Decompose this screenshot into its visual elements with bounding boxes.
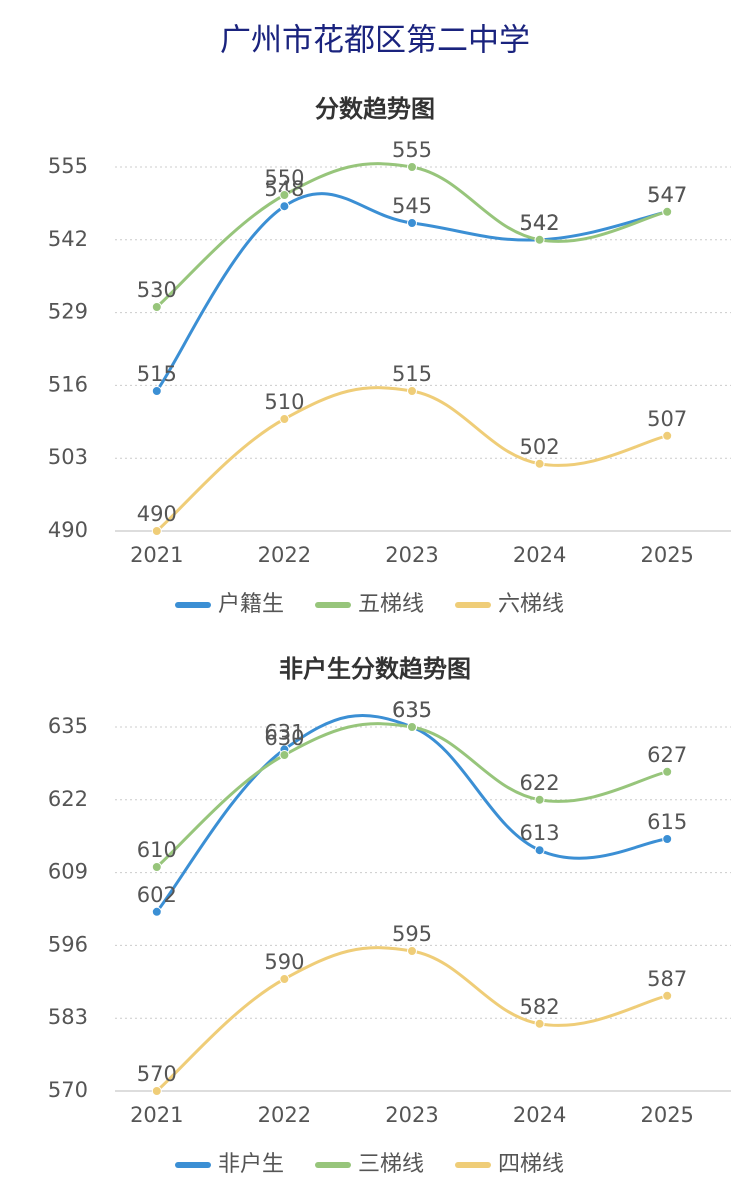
point bbox=[534, 845, 545, 856]
value-label: 622 bbox=[520, 771, 560, 795]
point bbox=[151, 1086, 162, 1096]
point bbox=[662, 990, 673, 1001]
x-tick-label: 2023 bbox=[385, 543, 438, 567]
y-tick-label: 635 bbox=[48, 714, 88, 738]
chart-title: 分数趋势图 bbox=[315, 95, 435, 123]
value-label: 635 bbox=[392, 698, 432, 722]
value-label: 515 bbox=[137, 362, 177, 386]
point bbox=[407, 162, 417, 172]
point bbox=[279, 974, 290, 984]
x-tick-label: 2022 bbox=[258, 543, 311, 567]
value-label: 542 bbox=[520, 211, 560, 235]
point bbox=[534, 1018, 545, 1029]
point bbox=[407, 722, 417, 732]
value-label: 610 bbox=[137, 838, 177, 862]
value-label: 630 bbox=[264, 726, 304, 750]
y-tick-label: 583 bbox=[48, 1005, 88, 1029]
point bbox=[662, 766, 673, 777]
point bbox=[279, 190, 290, 200]
value-label: 615 bbox=[647, 810, 687, 834]
x-tick-label: 2025 bbox=[640, 543, 693, 567]
x-tick-label: 2021 bbox=[130, 543, 183, 567]
y-tick-label: 555 bbox=[48, 154, 88, 178]
point bbox=[151, 906, 162, 917]
point bbox=[407, 386, 417, 396]
value-label: 530 bbox=[137, 278, 177, 302]
y-tick-label: 570 bbox=[48, 1078, 88, 1102]
x-tick-label: 2024 bbox=[513, 1103, 566, 1127]
y-tick-label: 542 bbox=[48, 227, 88, 251]
point bbox=[662, 430, 673, 441]
legend-label: 五梯线 bbox=[358, 592, 424, 617]
x-tick-label: 2021 bbox=[130, 1103, 183, 1127]
y-tick-label: 516 bbox=[48, 372, 88, 396]
value-label: 587 bbox=[647, 967, 687, 991]
y-tick-label: 609 bbox=[48, 860, 88, 884]
value-label: 590 bbox=[264, 950, 304, 974]
point bbox=[279, 414, 290, 424]
legend-label: 非户生 bbox=[218, 1152, 284, 1177]
y-tick-label: 622 bbox=[48, 787, 88, 811]
point bbox=[407, 218, 417, 228]
point bbox=[279, 750, 290, 760]
x-tick-label: 2023 bbox=[385, 1103, 438, 1127]
value-label: 570 bbox=[137, 1062, 177, 1086]
value-label: 507 bbox=[647, 407, 687, 431]
value-label: 555 bbox=[392, 138, 432, 162]
value-label: 613 bbox=[520, 821, 560, 845]
value-label: 595 bbox=[392, 922, 432, 946]
value-label: 510 bbox=[264, 390, 304, 414]
value-label: 547 bbox=[647, 183, 687, 207]
line bbox=[155, 713, 668, 913]
legend-label: 三梯线 bbox=[358, 1152, 424, 1177]
value-label: 550 bbox=[264, 166, 304, 190]
page-title: 广州市花都区第二中学 bbox=[220, 23, 530, 59]
value-label: 547 bbox=[647, 183, 687, 207]
point bbox=[662, 834, 673, 844]
y-tick-label: 490 bbox=[48, 518, 88, 542]
point bbox=[534, 458, 545, 469]
value-label: 490 bbox=[137, 502, 177, 526]
y-tick-label: 596 bbox=[48, 932, 88, 956]
value-label: 542 bbox=[520, 211, 560, 235]
point bbox=[534, 794, 545, 805]
x-tick-label: 2022 bbox=[258, 1103, 311, 1127]
point bbox=[151, 302, 162, 312]
value-label: 545 bbox=[392, 194, 432, 218]
point bbox=[407, 946, 417, 956]
line bbox=[155, 946, 668, 1093]
value-label: 515 bbox=[392, 362, 432, 386]
legend-label: 六梯线 bbox=[498, 592, 564, 617]
value-label: 502 bbox=[520, 435, 560, 459]
y-tick-label: 529 bbox=[48, 300, 88, 324]
line bbox=[155, 162, 668, 309]
x-tick-label: 2024 bbox=[513, 543, 566, 567]
point bbox=[279, 201, 290, 212]
point bbox=[151, 862, 162, 872]
line bbox=[155, 192, 668, 392]
x-tick-label: 2025 bbox=[640, 1103, 693, 1127]
line bbox=[155, 386, 668, 533]
point bbox=[151, 386, 162, 396]
point bbox=[151, 526, 162, 536]
legend-label: 四梯线 bbox=[498, 1152, 564, 1177]
line bbox=[155, 722, 668, 869]
legend-label: 户籍生 bbox=[218, 592, 284, 617]
y-tick-label: 503 bbox=[48, 445, 88, 469]
value-label: 602 bbox=[137, 883, 177, 907]
point bbox=[534, 234, 545, 245]
value-label: 627 bbox=[647, 743, 687, 767]
value-label: 582 bbox=[520, 995, 560, 1019]
value-label: 635 bbox=[392, 698, 432, 722]
value-label: 631 bbox=[264, 720, 304, 744]
point bbox=[662, 206, 673, 217]
chart-title: 非户生分数趋势图 bbox=[279, 655, 471, 683]
